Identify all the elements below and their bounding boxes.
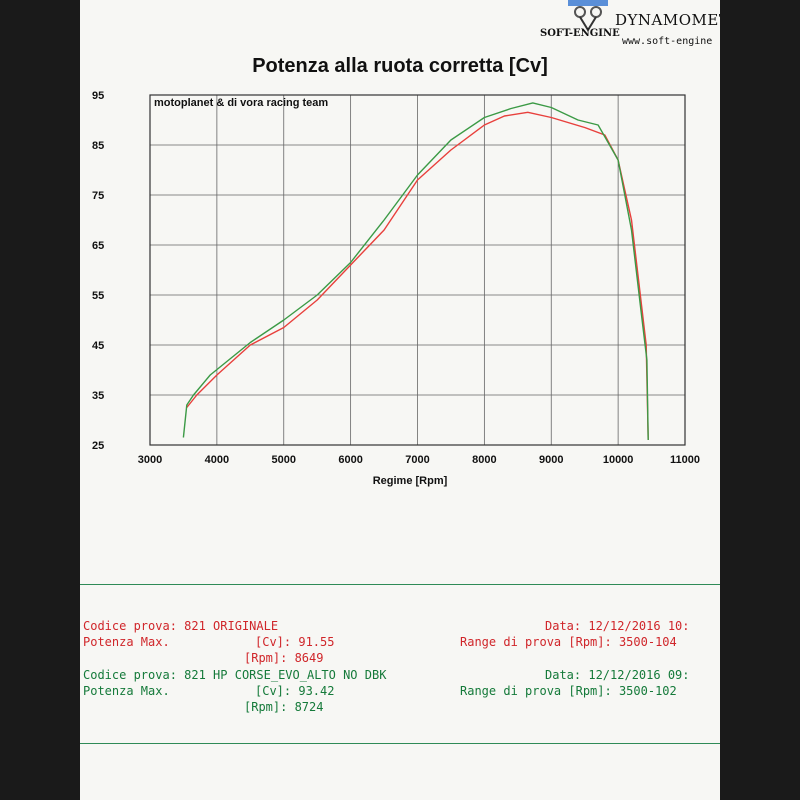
y-tick-label: 65 [92,240,104,252]
chart-title: Potenza alla ruota corretta [Cv] [252,55,548,77]
chart-grid [149,94,686,446]
x-tick-label: 6000 [338,454,362,466]
plot-area-frame [149,94,686,446]
logo-brand-text: DYNAMOMET [615,11,720,29]
logo-emblem-icon [568,0,608,32]
y-tick-label: 45 [92,340,104,352]
logo-website-text: www.soft-engine [622,36,713,47]
y-tick-label: 95 [92,90,104,102]
test-results-panel: Codice prova: 821 ORIGINALE Data: 12/12/… [80,584,720,744]
x-tick-label: 3000 [138,454,162,466]
test1-power-rpm: [Rpm]: 8649 [244,651,324,665]
y-tick-label: 55 [92,290,104,302]
power-chart: motoplanet & di vora racing team 25 35 45 5… [92,90,700,487]
x-tick-label: 8000 [472,454,496,466]
x-tick-label: 11000 [670,454,700,466]
x-axis-label: Regime [Rpm] [373,475,448,487]
test2-power-label: Potenza Max. [83,684,170,698]
y-tick-label: 75 [92,190,104,202]
test2-code: Codice prova: 821 HP CORSE_EVO_ALTO NO D… [83,668,387,682]
test1-code: Codice prova: 821 ORIGINALE [83,619,279,633]
x-tick-label: 4000 [205,454,229,466]
test2-power-cv: [Cv]: 93.42 [255,684,335,698]
x-axis: 3000 4000 5000 6000 7000 8000 9000 10000 11000 [138,454,700,466]
series-line-1 [186,111,649,441]
x-tick-label: 9000 [539,454,563,466]
test2-power-rpm: [Rpm]: 8724 [244,700,324,714]
test1-power-cv: [Cv]: 91.55 [255,635,335,649]
y-tick-label: 35 [92,390,104,402]
series-line-2 [182,102,649,441]
chart-annotation: motoplanet & di vora racing team [154,97,328,109]
test1-range: Range di prova [Rpm]: 3500-104 [460,635,677,649]
x-tick-label: 10000 [603,454,634,466]
soft-engine-logo: SOFT-ENGINE DYNAMOMET www.soft-engine [540,0,720,52]
y-axis: 25 35 45 55 65 75 85 95 [92,90,104,452]
test2-date: Data: 12/12/2016 09: [545,668,690,682]
test1-date: Data: 12/12/2016 10: [545,619,690,633]
dyno-report-sheet: SOFT-ENGINE DYNAMOMET www.soft-engine Po… [80,0,720,800]
x-tick-label: 5000 [272,454,296,466]
test1-power-label: Potenza Max. [83,635,170,649]
x-tick-label: 7000 [405,454,429,466]
y-tick-label: 85 [92,140,104,152]
y-tick-label: 25 [92,440,104,452]
test2-range: Range di prova [Rpm]: 3500-102 [460,684,677,698]
logo-mark-text: SOFT-ENGINE [540,28,620,39]
chart-series [182,102,649,441]
